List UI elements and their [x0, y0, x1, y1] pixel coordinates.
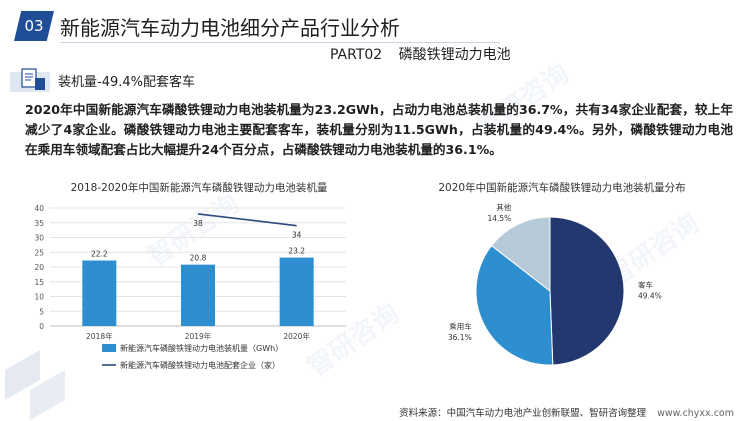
page-title: 新能源汽车动力电池细分产品行业分析 [60, 16, 400, 40]
bar [181, 264, 215, 326]
bar-data-label: 20.8 [190, 254, 207, 263]
battery-document-icon [10, 68, 50, 92]
source-text: 资料来源：中国汽车动力电池产业创新联盟、智研咨询整理 [399, 408, 647, 419]
y-tick-label: 30 [34, 234, 44, 243]
pie-slice-label: 客车 [638, 279, 653, 289]
part-label: PART02 [330, 47, 383, 63]
bar [279, 257, 314, 326]
y-tick-label: 20 [34, 263, 44, 272]
pie-chart-svg: 客车 49.4% 乘用车 36.1% 其他 14.5% [448, 202, 662, 366]
bar-chart-svg: 0 5 10 15 20 25 30 35 40 22.2 2018年 20.8 2019年 23.2 20… [34, 204, 346, 370]
section-number-badge: 03 [14, 11, 54, 41]
y-tick-label: 40 [34, 204, 44, 213]
title-divider [60, 42, 500, 43]
x-tick-label: 2020年 [283, 331, 310, 341]
line-data-label: 38 [193, 219, 203, 228]
y-tick-label: 15 [34, 278, 44, 287]
bar-chart-title: 2018-2020年中国新能源汽车磷酸铁锂动力电池装机量 [70, 182, 328, 194]
pie-slice [490, 216, 551, 293]
pie-chart-title: 2020年中国新能源汽车磷酸铁锂动力电池装机量分布 [438, 182, 686, 194]
pie-slice [475, 244, 554, 366]
pie-slice-label: 乘用车 [449, 321, 472, 331]
section-heading: PART02 磷酸铁锂动力电池 [330, 44, 511, 64]
bar-data-label: 22.2 [91, 250, 108, 259]
legend-swatch-bar [102, 344, 116, 352]
legend-label: 新能源汽车磷酸铁锂动力电池配套企业（家） [120, 360, 280, 370]
bar [82, 260, 117, 326]
x-tick-label: 2018年 [86, 331, 113, 341]
bar-data-label: 23.2 [288, 247, 305, 256]
y-tick-label: 25 [34, 248, 44, 257]
legend-label: 新能源汽车磷酸铁锂动力电池装机量（GWh） [120, 343, 283, 353]
summary-paragraph: 2020年中国新能源汽车磷酸铁锂动力电池装机量为23.2GWh，占动力电池总装机… [25, 102, 733, 157]
y-tick-label: 5 [39, 307, 44, 316]
pie-slice-value: 36.1% [448, 333, 472, 342]
series-line [197, 213, 297, 227]
y-tick-label: 10 [34, 293, 44, 302]
pie-slice-value: 49.4% [638, 291, 662, 300]
subtitle: 装机量-49.4%配套客车 [58, 75, 195, 90]
y-tick-label: 35 [34, 219, 44, 228]
pie-slice-label: 其他 [496, 202, 511, 212]
website-url: www.chyxx.com [657, 408, 734, 419]
brand-logo-icon [5, 350, 65, 420]
line-data-label: 34 [292, 231, 302, 240]
x-tick-label: 2019年 [185, 331, 212, 341]
source-note: 资料来源：中国汽车动力电池产业创新联盟、智研咨询整理 www.chyxx.com [399, 405, 734, 419]
pie-slice-value: 14.5% [487, 214, 511, 223]
pie-slice [549, 216, 625, 366]
section-label: 磷酸铁锂动力电池 [398, 47, 511, 63]
y-tick-label: 0 [39, 322, 44, 331]
bar-line-chart: 2018-2020年中国新能源汽车磷酸铁锂动力电池装机量 0 5 10 15 20 25 3… [24, 180, 374, 380]
pie-chart: 2020年中国新能源汽车磷酸铁锂动力电池装机量分布 客车 49.4% 乘用车 36.1… [382, 180, 742, 380]
